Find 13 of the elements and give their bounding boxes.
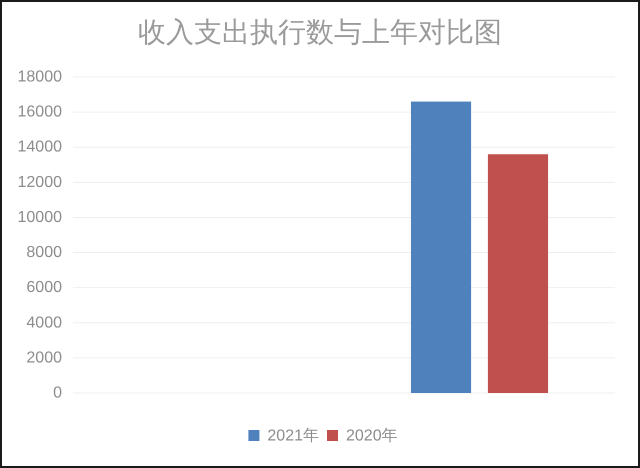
y-tick-label: 12000 — [18, 174, 62, 191]
title: 收入支出执行数与上年对比图 — [138, 18, 502, 48]
y-tick-label: 6000 — [26, 279, 62, 296]
legend-label: 2021年 — [267, 428, 319, 444]
y-tick-label: 10000 — [18, 208, 62, 226]
legend-label: 2020年 — [346, 428, 398, 444]
y-tick-label: 14000 — [18, 138, 62, 156]
y-tick-label: 4000 — [26, 314, 62, 332]
y-tick-label: 2000 — [26, 349, 62, 366]
y-tick-label: 8000 — [26, 244, 62, 262]
y-tick-label: 0 — [53, 384, 62, 402]
y-tick-label: 16000 — [18, 104, 62, 121]
y-tick-label: 18000 — [18, 68, 62, 86]
